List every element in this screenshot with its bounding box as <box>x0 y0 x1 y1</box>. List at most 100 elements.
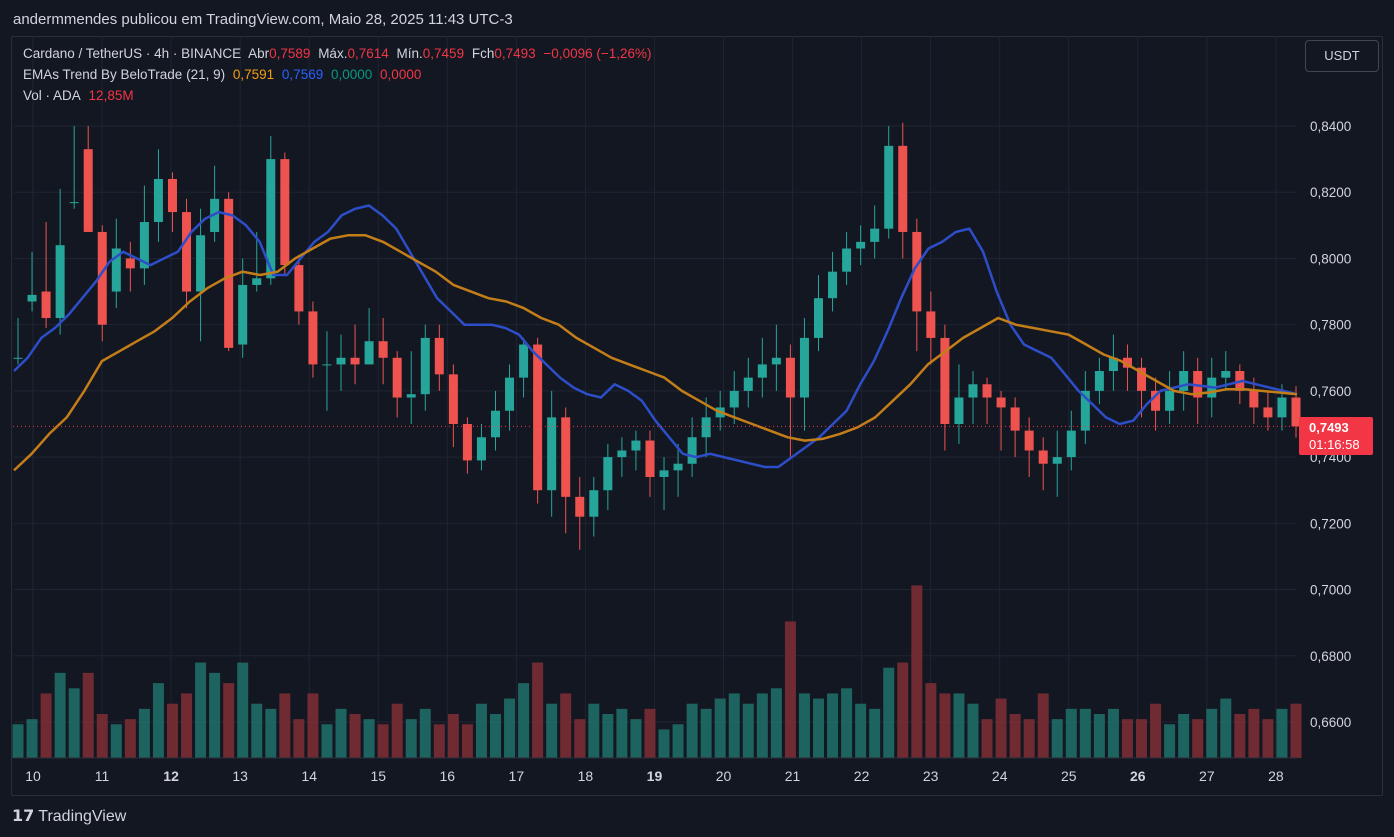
date-tick-label: 21 <box>785 768 801 784</box>
candle-body <box>1066 430 1076 458</box>
candle-body <box>533 344 543 491</box>
candle-body <box>1137 367 1147 391</box>
date-tick-label: 14 <box>301 768 317 784</box>
time-axis: 10 11 12 13 14 15 16 17 18 19 20 21 22 23 24 25 26 27 28 <box>14 757 1297 784</box>
candle-body <box>589 490 599 517</box>
legend-open: 0,7589 <box>269 46 311 61</box>
volume-bar <box>1023 719 1035 758</box>
candle-body <box>280 159 290 266</box>
volume-bar <box>1206 708 1218 758</box>
legend-close-label: Fch <box>471 46 495 61</box>
volume-bar <box>251 703 263 758</box>
volume-bar <box>405 719 417 758</box>
indicator-value-3: 0,0000 <box>330 67 373 82</box>
candle-body <box>631 440 641 451</box>
candle-body <box>1221 371 1231 378</box>
price-tick-label: 0,7800 <box>1310 318 1351 333</box>
date-tick-label: 23 <box>923 768 939 784</box>
volume-bar <box>925 683 937 758</box>
candle-body <box>519 344 529 378</box>
volume-bar <box>897 662 909 758</box>
volume-bar <box>1121 719 1133 758</box>
candle-body <box>83 149 93 232</box>
volume-bar <box>1178 714 1190 758</box>
ema-line <box>13 204 1298 469</box>
volume-bar <box>461 724 473 758</box>
candle-body <box>294 265 304 312</box>
volume-bar <box>742 703 754 758</box>
candle-body <box>266 159 276 279</box>
volume-bar <box>1107 708 1119 758</box>
candle-body <box>1024 430 1034 451</box>
candle-body <box>814 298 824 338</box>
candle-body <box>350 357 360 365</box>
date-tick-label: 22 <box>854 768 870 784</box>
candle-body <box>153 178 163 223</box>
volume-bar <box>1234 714 1246 758</box>
volume-bar <box>321 724 333 758</box>
candle-body <box>785 357 795 398</box>
legend-open-label: Abr <box>248 46 270 61</box>
volume-bar <box>377 724 389 758</box>
candle-body <box>41 291 51 319</box>
candle-body <box>729 390 739 408</box>
candle-body <box>898 145 908 232</box>
candle-body <box>238 284 248 345</box>
candle-body <box>196 235 206 292</box>
tradingview-logo-icon: 17 <box>12 806 35 825</box>
candle-body <box>406 394 416 398</box>
indicator-name[interactable]: EMAs Trend By BeloTrade (21, 9) <box>23 67 226 82</box>
legend-symbol[interactable]: Cardano / TetherUS · 4h · BINANCE <box>23 46 242 61</box>
legend-high-label: Máx. <box>318 46 348 61</box>
volume-bar <box>700 708 712 758</box>
volume-bar <box>68 688 80 758</box>
volume-bar <box>588 703 600 758</box>
volume-value: 12,85M <box>88 88 134 103</box>
ema-lines <box>13 204 1298 472</box>
volume-bar <box>96 714 108 758</box>
candle-body <box>547 417 557 491</box>
volume-bar <box>349 714 361 758</box>
candle-body <box>842 248 852 272</box>
date-tick-label: 16 <box>440 768 456 784</box>
last-price-tag: 0,7493 01:16:58 <box>1299 417 1373 455</box>
price-tick-label: 0,8200 <box>1310 185 1351 200</box>
volume-bar <box>1290 703 1302 758</box>
volume-bar <box>967 703 979 758</box>
candle-body <box>575 496 585 517</box>
volume-bar <box>855 703 867 758</box>
candle-body <box>434 337 444 375</box>
candle-body <box>561 417 571 497</box>
volume-bar <box>1276 708 1288 758</box>
volume-label[interactable]: Vol · ADA <box>23 88 81 103</box>
legend-low: 0,7459 <box>422 46 465 61</box>
volume-bar <box>54 672 66 758</box>
volume-bar <box>813 698 825 758</box>
currency-button[interactable]: USDT <box>1305 40 1379 72</box>
candle-body <box>111 248 121 292</box>
volume-bar <box>1136 719 1148 758</box>
date-tick-label: 19 <box>647 768 663 784</box>
volume-bar <box>110 724 122 758</box>
candle-body <box>55 245 65 319</box>
candle-body <box>912 231 922 312</box>
candle-body <box>27 294 37 302</box>
tradingview-brand[interactable]: 17 TradingView <box>12 806 126 826</box>
volume-bar <box>447 714 459 758</box>
volume-bar <box>40 693 52 758</box>
volume-bar <box>433 724 445 758</box>
volume-bar <box>953 693 965 758</box>
volume-bar <box>335 708 347 758</box>
volume-bar <box>911 585 923 758</box>
date-tick-label: 13 <box>232 768 248 784</box>
volume-bar <box>841 688 853 758</box>
volume-bar <box>1192 719 1204 758</box>
price-tick-label: 0,8000 <box>1310 251 1351 266</box>
candle-body <box>799 337 809 398</box>
price-tick-label: 0,7600 <box>1310 384 1351 399</box>
date-tick-label: 11 <box>95 768 110 784</box>
ema21-value: 0,7591 <box>232 67 275 82</box>
candle-body <box>743 377 753 391</box>
candle-body <box>448 374 458 424</box>
